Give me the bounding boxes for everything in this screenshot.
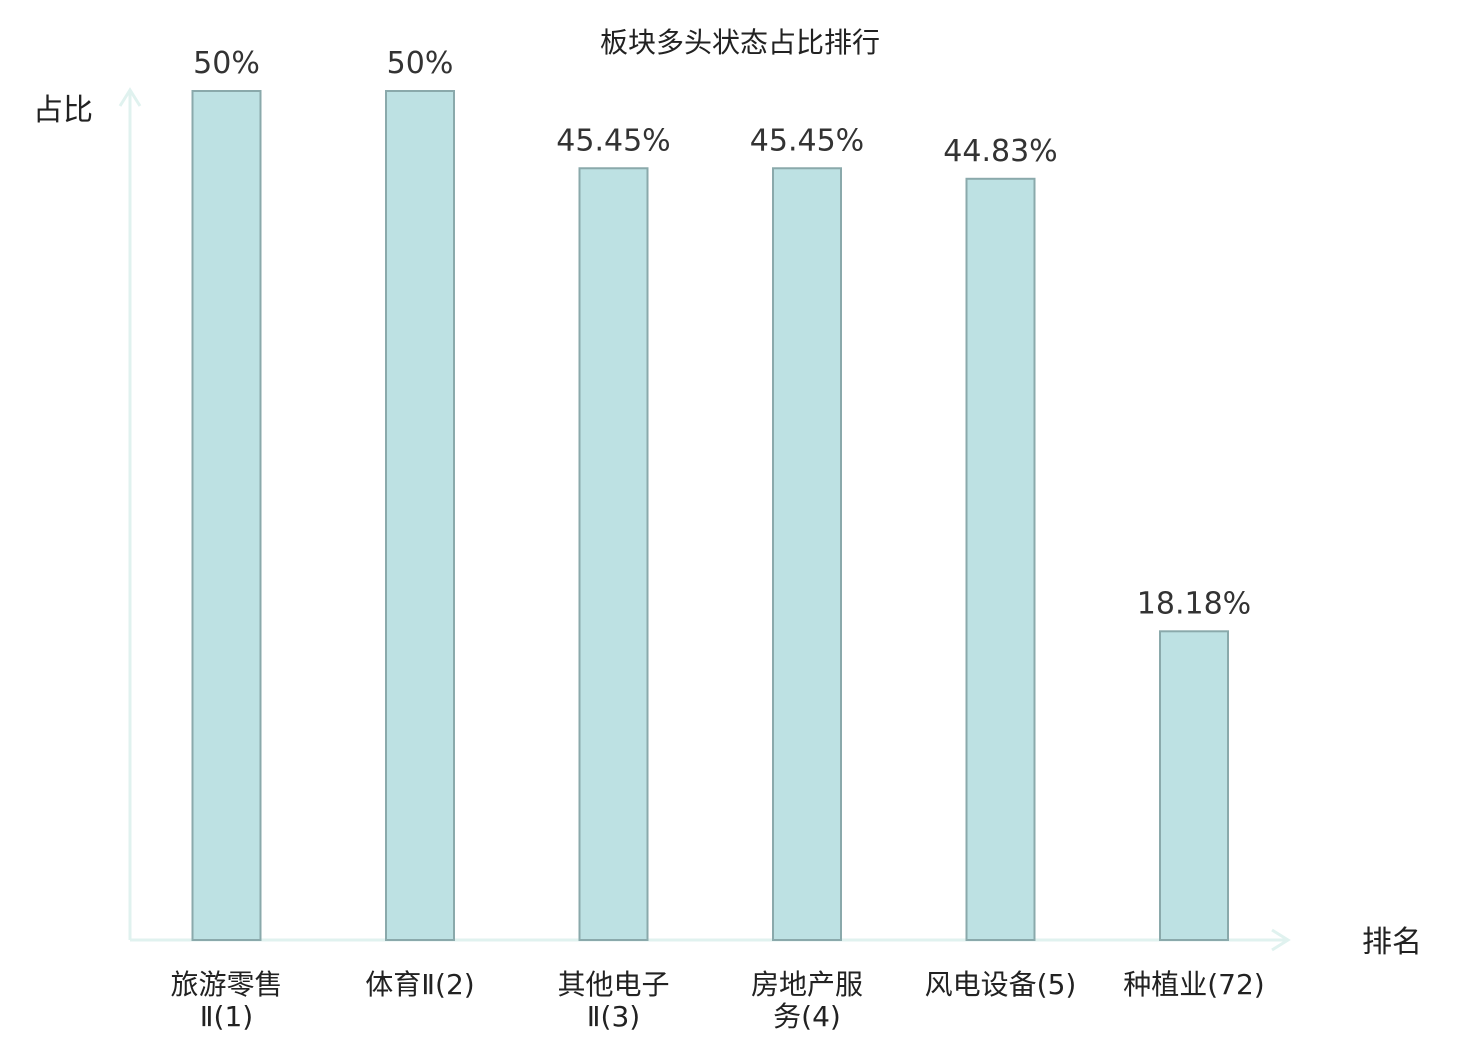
y-axis-label: 占比 <box>33 93 93 128</box>
bar-4 <box>772 167 842 942</box>
category-label-1: 旅游零售 Ⅱ(1) <box>170 968 282 1033</box>
category-label-line: 种植业(72) <box>1123 968 1264 1001</box>
bar-1 <box>191 90 262 941</box>
value-label-6: 18.18% <box>1137 586 1251 621</box>
category-label-line: 房地产服 <box>751 968 863 1001</box>
bar-6 <box>1159 630 1229 941</box>
category-label-line: Ⅱ(1) <box>200 1000 253 1033</box>
category-label-line: 风电设备(5) <box>925 968 1077 1001</box>
value-labels-group: 50% 50% 45.45% 45.45% 44.83% 18.18% <box>193 46 1251 621</box>
value-label-2: 50% <box>387 46 454 81</box>
category-label-line: Ⅱ(3) <box>587 1000 640 1033</box>
category-labels-group: 旅游零售 Ⅱ(1) 体育Ⅱ(2) 其他电子 Ⅱ(3) 房地产服务(4) 风电设备(5) 种植业… <box>170 968 1264 1033</box>
chart-title: 板块多头状态占比排行 <box>600 26 880 59</box>
value-label-3: 45.45% <box>556 123 670 158</box>
bar-2 <box>385 90 455 941</box>
value-label-4: 45.45% <box>750 123 864 158</box>
bars-group <box>191 90 1229 942</box>
category-label-line: 旅游零售 <box>170 968 282 1001</box>
value-label-5: 44.83% <box>943 134 1057 169</box>
category-label-6: 种植业(72) <box>1123 968 1264 1001</box>
x-axis-arrow <box>1271 928 1291 952</box>
bar-3 <box>578 167 649 942</box>
category-label-5: 风电设备(5) <box>925 968 1077 1001</box>
bar-5 <box>965 177 1036 941</box>
category-label-4: 房地产服务(4) <box>751 968 863 1033</box>
x-axis-label: 排名 <box>1362 925 1422 960</box>
value-label-1: 50% <box>193 46 260 81</box>
category-label-line: 其他电子 <box>557 968 669 1001</box>
category-label-line: 体育Ⅱ(2) <box>365 968 474 1001</box>
category-label-2: 体育Ⅱ(2) <box>365 968 474 1001</box>
category-label-3: 其他电子 Ⅱ(3) <box>557 968 669 1033</box>
category-label-line: 务(4) <box>773 1000 841 1033</box>
y-axis-arrow <box>118 87 142 107</box>
